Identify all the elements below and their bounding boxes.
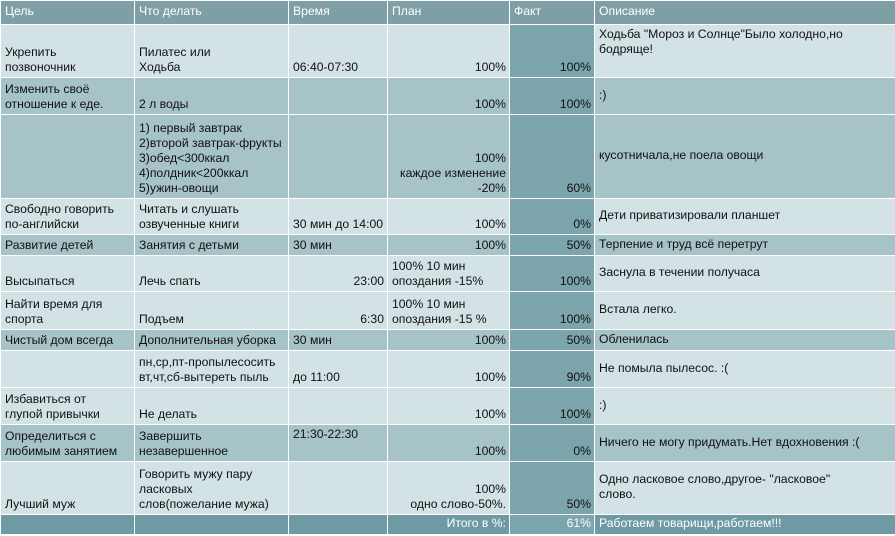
time-cell [288,461,388,515]
time-cell: 21:30-22:30 [288,424,388,462]
header-row: Цель Что делать Время План Факт Описание [0,0,895,25]
description-cell: Встала легко. [594,291,895,330]
table-row: Избавиться от глупой привычки Не делать … [0,387,895,425]
plan-cell: 100% [387,387,510,425]
time-cell [288,114,388,199]
plan-cell: 100% каждое изменение -20% [387,114,510,199]
description-cell: Одно ласковое слово,другое- "ласковое" с… [594,461,895,515]
description-cell: :) [594,77,895,115]
goal-cell: Свободно говорить по-английски [0,198,135,235]
time-cell [288,387,388,425]
header-description: Описание [594,0,895,25]
header-time: Время [288,0,388,25]
goal-cell [0,350,135,388]
table-row: Определиться с любимым занятием Завершит… [0,424,895,462]
action-cell: 2 л воды [134,77,289,115]
header-goal: Цель [0,0,135,25]
goal-cell: Чистый дом всегда [0,329,135,351]
goal-cell: Найти время для спорта [0,291,135,330]
fact-cell: 0% [509,424,595,462]
table-row: Лучший муж Говорить мужу пару ласковых с… [0,461,895,515]
fact-cell: 100% [509,77,595,115]
fact-cell: 0% [509,198,595,235]
plan-cell: 100% [387,329,510,351]
description-cell: Не помыла пылесос. :( [594,350,895,388]
goal-cell: Определиться с любимым занятием [0,424,135,462]
description-cell: :) [594,387,895,425]
action-cell: Завершить незавершенное [134,424,289,462]
plan-cell: 100% [387,350,510,388]
table-row: Найти время для спорта Подъем 6:30 100% … [0,291,895,330]
fact-cell: 100% [509,255,595,292]
total-label: Итого в %: [387,514,510,535]
goal-cell: Избавиться от глупой привычки [0,387,135,425]
plan-cell: 100% [387,24,510,78]
fact-cell: 60% [509,114,595,199]
action-cell: Подъем [134,291,289,330]
time-cell [288,77,388,115]
table-row: Развитие детей Занятия с детьми 30 мин 1… [0,234,895,256]
plan-cell: 100% 10 мин опоздания -15% [387,255,510,292]
fact-cell: 100% [509,291,595,330]
description-cell: Заснула в течении получаса [594,255,895,292]
action-cell: Говорить мужу пару ласковых слов(пожелан… [134,461,289,515]
total-empty-cell [288,514,388,535]
description-cell: Ходьба "Мороз и Солнце"Было холодно,но б… [594,24,895,78]
action-cell: Читать и слушать озвученные книги [134,198,289,235]
time-cell: 23:00 [288,255,388,292]
time-cell: 30 мин до 14:00 [288,198,388,235]
table-row: Изменить своё отношение к еде. 2 л воды … [0,77,895,115]
total-empty-cell [0,514,135,535]
plan-cell: 100% [387,234,510,256]
table-row: Чистый дом всегда Дополнительная уборка … [0,329,895,351]
fact-cell: 100% [509,387,595,425]
description-cell: Дети приватизировали планшет [594,198,895,235]
action-cell: Дополнительная уборка [134,329,289,351]
plan-cell: 100% [387,198,510,235]
fact-cell: 90% [509,350,595,388]
action-cell: 1) первый завтрак 2)второй завтрак-фрукт… [134,114,289,199]
description-cell: Ничего не могу придумать.Нет вдохновения… [594,424,895,462]
goal-cell: Изменить своё отношение к еде. [0,77,135,115]
action-cell: пн,ср,пт-пропылесосить вт,чт,сб-вытереть… [134,350,289,388]
plan-cell: 100% 10 мин опоздания -15 % [387,291,510,330]
fact-cell: 100% [509,24,595,78]
description-cell: Терпение и труд всё перетрут [594,234,895,256]
table-row: Укрепить позвоночник Пилатес или Ходьба … [0,24,895,78]
fact-cell: 50% [509,461,595,515]
goal-cell: Лучший муж [0,461,135,515]
fact-cell: 50% [509,329,595,351]
action-cell: Лечь спать [134,255,289,292]
header-action: Что делать [134,0,289,25]
header-plan: План [387,0,510,25]
goal-cell: Высыпаться [0,255,135,292]
time-cell: 30 мин [288,329,388,351]
time-cell: до 11:00 [288,350,388,388]
action-cell: Пилатес или Ходьба [134,24,289,78]
time-cell: 30 мин [288,234,388,256]
header-fact: Факт [509,0,595,25]
total-value: 61% [509,514,595,535]
goal-cell [0,114,135,199]
goal-cell: Укрепить позвоночник [0,24,135,78]
action-cell: Занятия с детьми [134,234,289,256]
description-cell: Обленилась [594,329,895,351]
time-cell: 06:40-07:30 [288,24,388,78]
table-row: Свободно говорить по-английски Читать и … [0,198,895,235]
fact-cell: 50% [509,234,595,256]
total-empty-cell [134,514,289,535]
action-cell: Не делать [134,387,289,425]
table-row: 1) первый завтрак 2)второй завтрак-фрукт… [0,114,895,199]
plan-cell: 100% [387,77,510,115]
goal-cell: Развитие детей [0,234,135,256]
table-row: пн,ср,пт-пропылесосить вт,чт,сб-вытереть… [0,350,895,388]
time-cell: 6:30 [288,291,388,330]
plan-cell: 100% [387,424,510,462]
description-cell: кусотничала,не поела овощи [594,114,895,199]
plan-cell: 100% одно слово-50%. [387,461,510,515]
total-description: Работаем товарищи,работаем!!! [594,514,895,535]
total-row: Итого в %: 61% Работаем товарищи,работае… [0,514,895,535]
table-row: Высыпаться Лечь спать 23:00 100% 10 мин … [0,255,895,292]
